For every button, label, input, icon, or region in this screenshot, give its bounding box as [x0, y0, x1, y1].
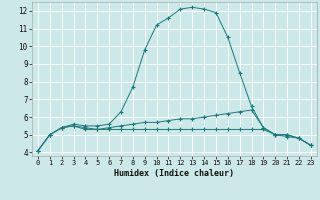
- X-axis label: Humidex (Indice chaleur): Humidex (Indice chaleur): [115, 169, 234, 178]
